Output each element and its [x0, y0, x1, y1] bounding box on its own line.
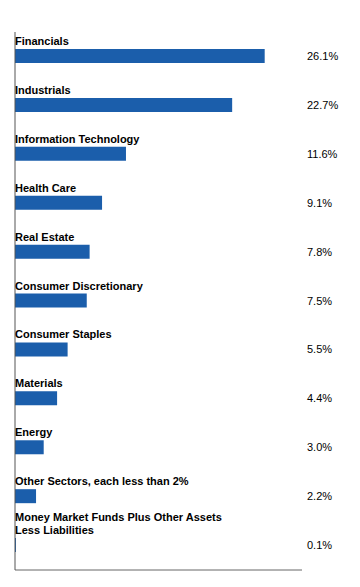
svg-text:Health Care: Health Care: [15, 182, 76, 194]
svg-text:2.2%: 2.2%: [307, 490, 332, 502]
svg-text:7.5%: 7.5%: [307, 295, 332, 307]
svg-text:Information Technology: Information Technology: [15, 133, 140, 145]
svg-text:5.5%: 5.5%: [307, 343, 332, 355]
svg-text:Consumer Discretionary: Consumer Discretionary: [15, 280, 144, 292]
svg-text:3.0%: 3.0%: [307, 441, 332, 453]
svg-text:0.1%: 0.1%: [307, 539, 332, 551]
svg-text:11.6%: 11.6%: [307, 148, 338, 160]
svg-text:7.8%: 7.8%: [307, 246, 332, 258]
svg-text:Consumer Staples: Consumer Staples: [15, 328, 112, 340]
svg-text:4.4%: 4.4%: [307, 392, 332, 404]
svg-text:26.1%: 26.1%: [307, 50, 338, 62]
svg-text:Materials: Materials: [15, 377, 63, 389]
svg-text:Industrials: Industrials: [15, 84, 71, 96]
svg-text:Real Estate: Real Estate: [15, 231, 74, 243]
svg-text:Money Market Funds Plus Other: Money Market Funds Plus Other AssetsLess…: [15, 511, 222, 536]
svg-text:Energy: Energy: [15, 426, 53, 438]
svg-text:22.7%: 22.7%: [307, 99, 338, 111]
svg-text:Other Sectors, each less than: Other Sectors, each less than 2%: [15, 475, 189, 487]
svg-text:Financials: Financials: [15, 35, 69, 47]
svg-text:9.1%: 9.1%: [307, 197, 332, 209]
